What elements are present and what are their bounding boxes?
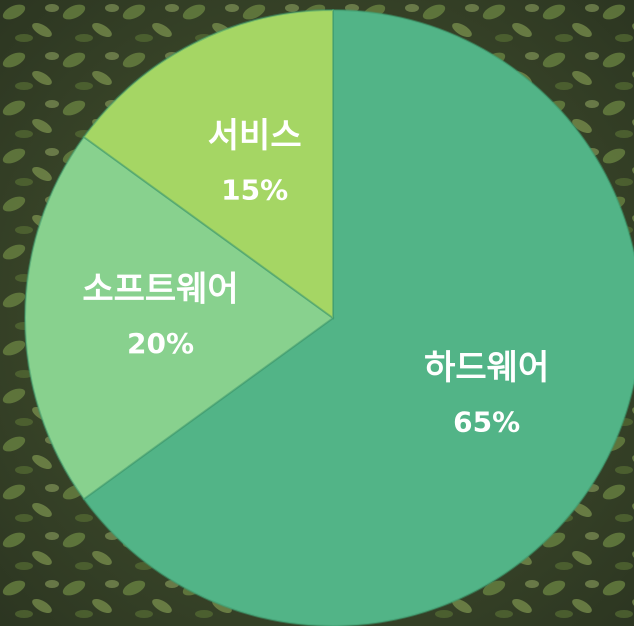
pie-slice (82, 8, 634, 626)
slice-value-label: 65% (453, 405, 520, 438)
slice-label: 소프트웨어 (82, 270, 238, 310)
slice-label: 서비스 (208, 116, 302, 156)
pie: 하드웨어 65% 소프트웨어 20% 서비스 15% (24, 8, 634, 626)
slice-label: 하드웨어 (424, 348, 549, 388)
slice-value-label: 15% (221, 173, 288, 206)
pie-slice (82, 8, 334, 320)
pie-slice (24, 135, 335, 501)
slice-value-label: 20% (127, 327, 194, 360)
